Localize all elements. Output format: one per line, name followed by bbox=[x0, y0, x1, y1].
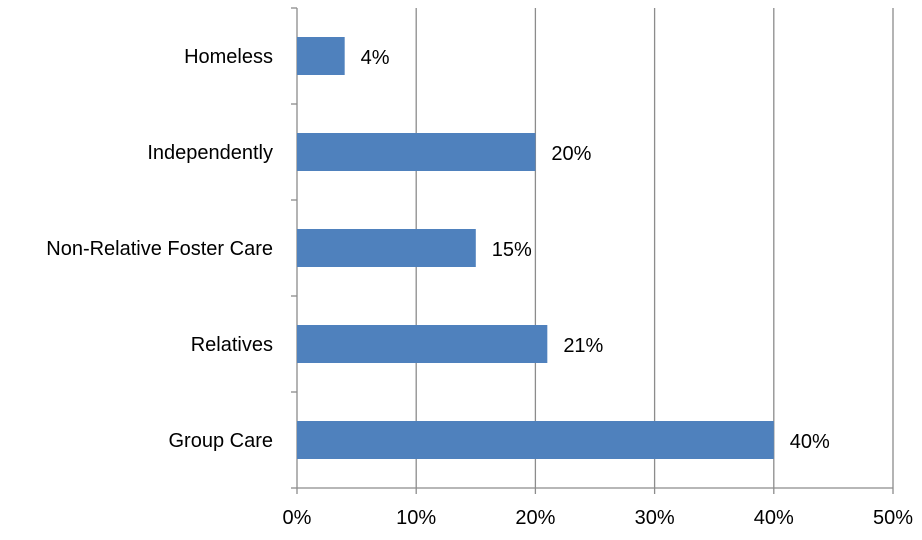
data-label: 4% bbox=[361, 47, 390, 69]
x-tick-label: 10% bbox=[396, 507, 436, 529]
x-tick-label: 50% bbox=[873, 507, 913, 529]
category-label: Independently bbox=[147, 142, 273, 164]
bars bbox=[297, 37, 774, 459]
data-label: 15% bbox=[492, 239, 532, 261]
x-tick-label: 20% bbox=[515, 507, 555, 529]
bar bbox=[297, 325, 548, 363]
bar bbox=[297, 421, 774, 459]
category-label: Relatives bbox=[191, 334, 273, 356]
category-label: Group Care bbox=[169, 430, 274, 452]
x-tick-label: 30% bbox=[635, 507, 675, 529]
category-label: Homeless bbox=[184, 46, 273, 68]
bar bbox=[297, 37, 345, 75]
x-tick-label: 40% bbox=[754, 507, 794, 529]
category-label: Non-Relative Foster Care bbox=[46, 238, 273, 260]
x-tick-label: 0% bbox=[283, 507, 312, 529]
data-label: 21% bbox=[563, 335, 603, 357]
bar bbox=[297, 133, 536, 171]
gridlines bbox=[415, 8, 894, 488]
bar bbox=[297, 229, 476, 267]
data-label: 20% bbox=[551, 143, 591, 165]
labels: 0% 10% 20% 30% 40% 50% Homeless 4% Independently… bbox=[46, 46, 913, 529]
data-label: 40% bbox=[790, 431, 830, 453]
